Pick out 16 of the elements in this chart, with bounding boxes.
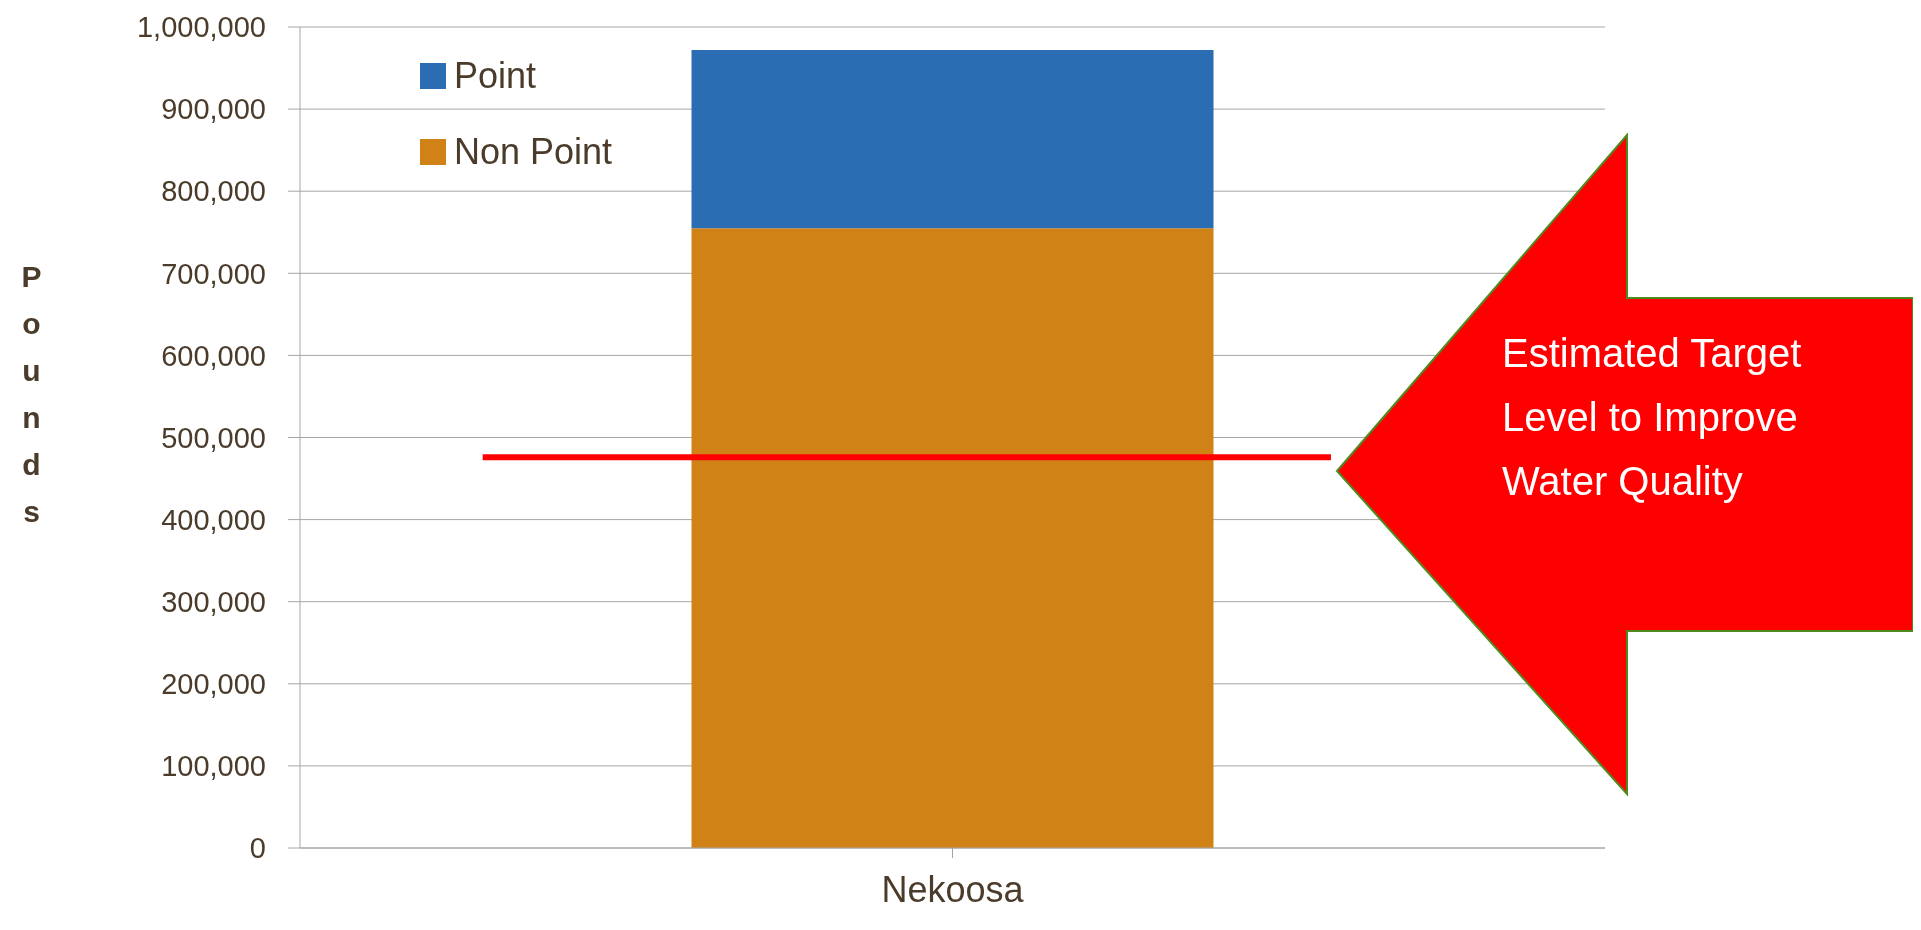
y-tick-label: 600,000: [161, 339, 266, 372]
legend-label: Point: [454, 55, 537, 97]
y-tick-label: 0: [249, 832, 266, 865]
y-tick-label: 200,000: [161, 668, 266, 701]
y-tick-label: 300,000: [161, 585, 266, 618]
y-axis-title: Pounds: [14, 260, 48, 542]
annotation: Estimated Target Level to Improve Water Quality: [1502, 330, 1803, 505]
y-tick-label: 1,000,000: [136, 11, 266, 44]
y-tick-label: 800,000: [161, 175, 266, 208]
y-tick-label: 500,000: [161, 421, 266, 454]
y-tick-label: 900,000: [161, 93, 266, 126]
legend-label: Non Point: [454, 131, 613, 173]
x-tick-label: Nekoosa: [881, 868, 1025, 910]
y-tick-label: 700,000: [161, 257, 266, 290]
y-tick-label: 400,000: [161, 503, 266, 536]
y-tick-label: 100,000: [161, 750, 266, 783]
